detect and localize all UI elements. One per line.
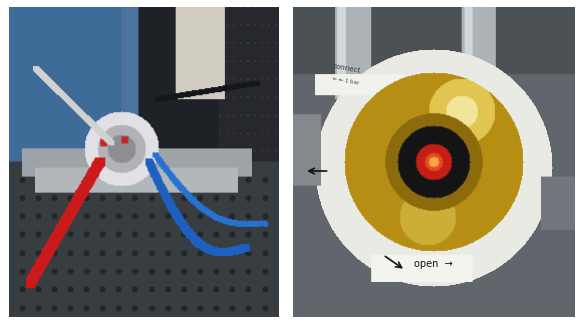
Text: open  →: open → [414,259,453,269]
Text: connect: connect [332,63,361,74]
Text: ← ← 1 bar: ← ← 1 bar [332,76,360,86]
